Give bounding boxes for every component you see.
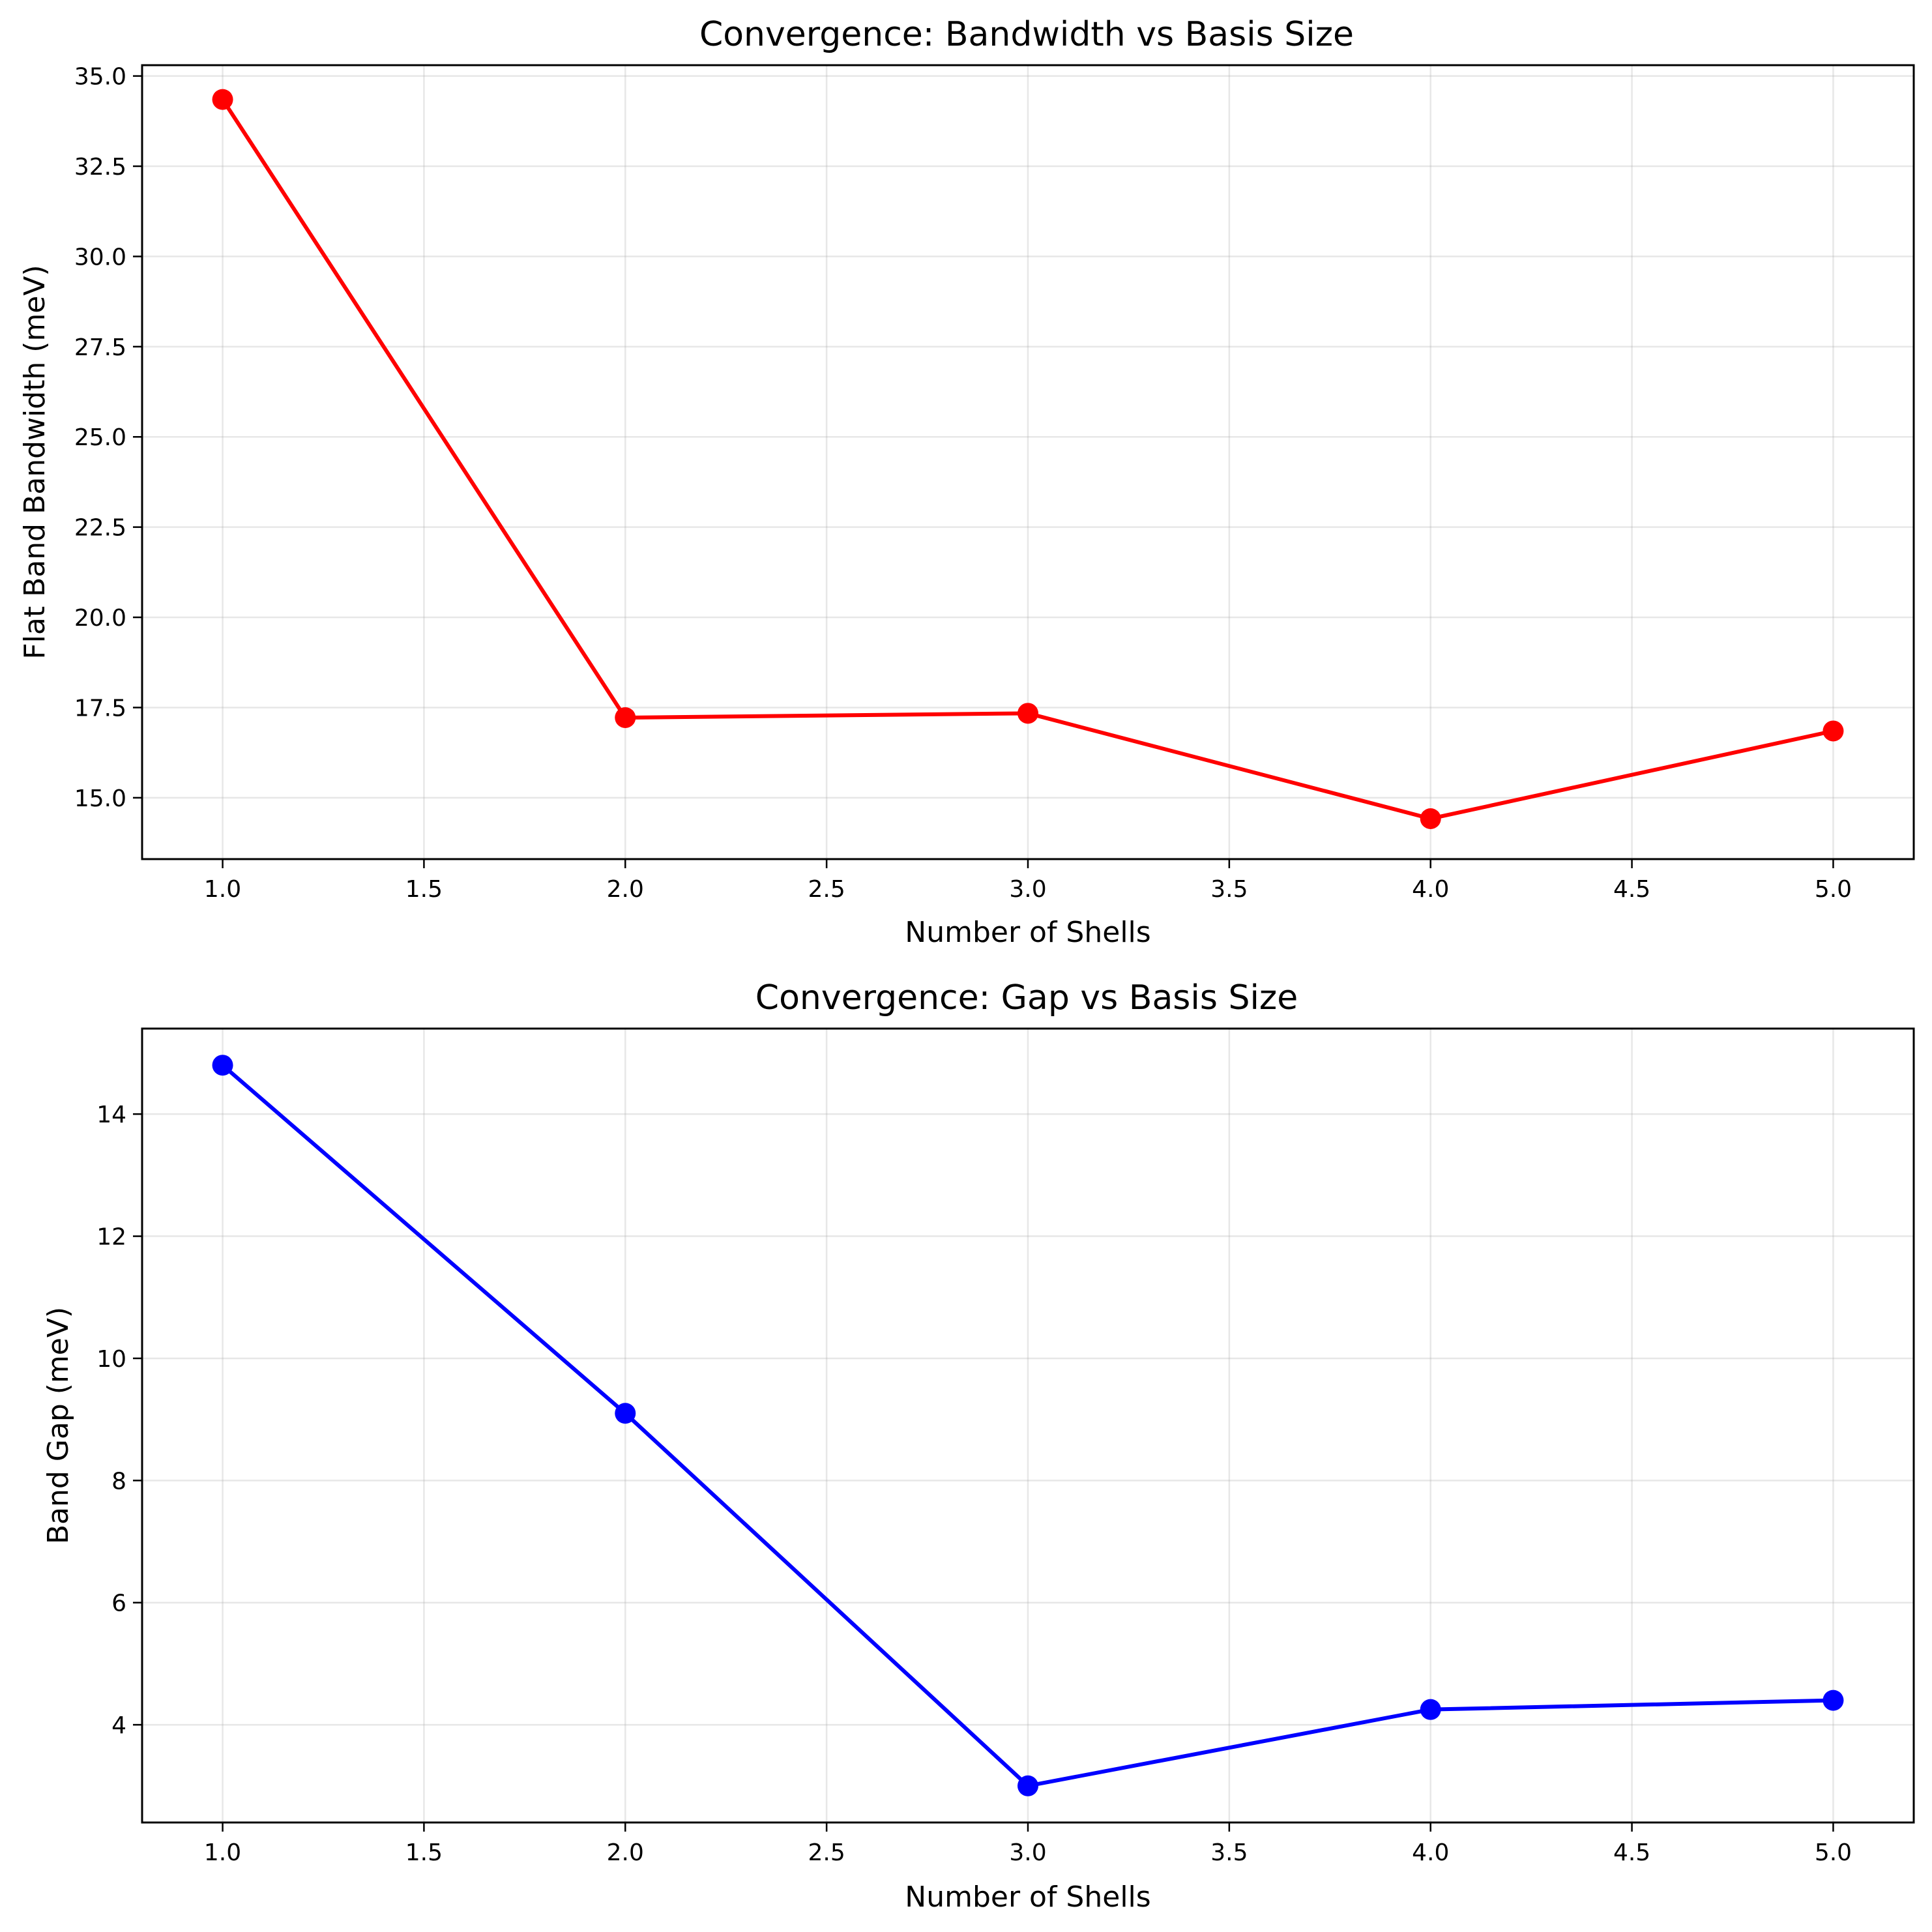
y-tick-label: 6 bbox=[111, 1590, 126, 1617]
y-tick-label: 27.5 bbox=[74, 334, 126, 361]
data-point bbox=[615, 707, 636, 728]
data-point bbox=[212, 1055, 233, 1076]
data-point bbox=[1017, 703, 1038, 724]
x-tick-label: 3.0 bbox=[1009, 1839, 1046, 1866]
y-tick-label: 25.0 bbox=[74, 424, 126, 451]
data-point bbox=[1420, 808, 1441, 829]
data-point bbox=[212, 89, 233, 110]
x-tick-label: 1.5 bbox=[405, 1839, 443, 1866]
y-ticks: 15.0 17.5 20.0 22.5 25.0 27.5 30.0 32.5 35.0 bbox=[74, 64, 142, 812]
y-tick-label: 35.0 bbox=[74, 64, 126, 91]
x-ticks: 1.0 1.5 2.0 2.5 3.0 3.5 4.0 4.5 5.0 bbox=[204, 859, 1852, 903]
grid bbox=[142, 1029, 1914, 1822]
chart-title: Convergence: Bandwidth vs Basis Size bbox=[699, 15, 1354, 54]
data-point bbox=[615, 1403, 636, 1424]
y-tick-label: 22.5 bbox=[74, 515, 126, 542]
x-tick-label: 4.5 bbox=[1613, 876, 1650, 903]
chart-gap: Convergence: Gap vs Basis Size 1.0 1.5 2.0… bbox=[42, 978, 1915, 1914]
plot-series bbox=[212, 89, 1844, 829]
y-tick-label: 4 bbox=[111, 1712, 126, 1739]
y-ticks: 4 6 8 10 12 14 bbox=[96, 1102, 142, 1739]
x-tick-label: 2.0 bbox=[607, 876, 644, 903]
x-axis-label: Number of Shells bbox=[905, 916, 1150, 949]
x-tick-label: 1.0 bbox=[204, 1839, 241, 1866]
x-tick-label: 2.5 bbox=[808, 876, 845, 903]
x-tick-label: 4.0 bbox=[1412, 876, 1449, 903]
x-tick-label: 4.5 bbox=[1613, 1839, 1650, 1866]
x-ticks: 1.0 1.5 2.0 2.5 3.0 3.5 4.0 4.5 5.0 bbox=[204, 1822, 1852, 1866]
x-tick-label: 3.5 bbox=[1210, 1839, 1248, 1866]
x-tick-label: 1.5 bbox=[405, 876, 443, 903]
x-tick-label: 3.0 bbox=[1009, 876, 1046, 903]
x-tick-label: 2.5 bbox=[808, 1839, 845, 1866]
x-tick-label: 5.0 bbox=[1815, 1839, 1852, 1866]
y-tick-label: 10 bbox=[96, 1346, 126, 1373]
x-tick-label: 5.0 bbox=[1815, 876, 1852, 903]
data-point bbox=[1420, 1699, 1441, 1720]
y-axis-label: Flat Band Bandwidth (meV) bbox=[18, 265, 51, 659]
y-tick-label: 32.5 bbox=[74, 154, 126, 181]
data-point bbox=[1017, 1775, 1038, 1796]
x-axis-label: Number of Shells bbox=[905, 1881, 1150, 1914]
data-point bbox=[1822, 720, 1844, 742]
x-tick-label: 1.0 bbox=[204, 876, 241, 903]
x-tick-label: 3.5 bbox=[1210, 876, 1248, 903]
y-tick-label: 12 bbox=[96, 1224, 126, 1251]
plot-series bbox=[212, 1055, 1844, 1796]
chart-bandwidth: Convergence: Bandwidth vs Basis Size 1.0… bbox=[18, 15, 1915, 949]
x-tick-label: 4.0 bbox=[1412, 1839, 1449, 1866]
x-tick-label: 2.0 bbox=[607, 1839, 644, 1866]
data-point bbox=[1822, 1690, 1844, 1711]
y-tick-label: 20.0 bbox=[74, 605, 126, 632]
y-tick-label: 15.0 bbox=[74, 785, 126, 812]
y-tick-label: 30.0 bbox=[74, 244, 126, 271]
y-axis-label: Band Gap (meV) bbox=[42, 1307, 75, 1544]
chart-title: Convergence: Gap vs Basis Size bbox=[755, 978, 1298, 1017]
y-tick-label: 8 bbox=[111, 1468, 126, 1495]
y-tick-label: 17.5 bbox=[74, 695, 126, 722]
y-tick-label: 14 bbox=[96, 1102, 126, 1128]
